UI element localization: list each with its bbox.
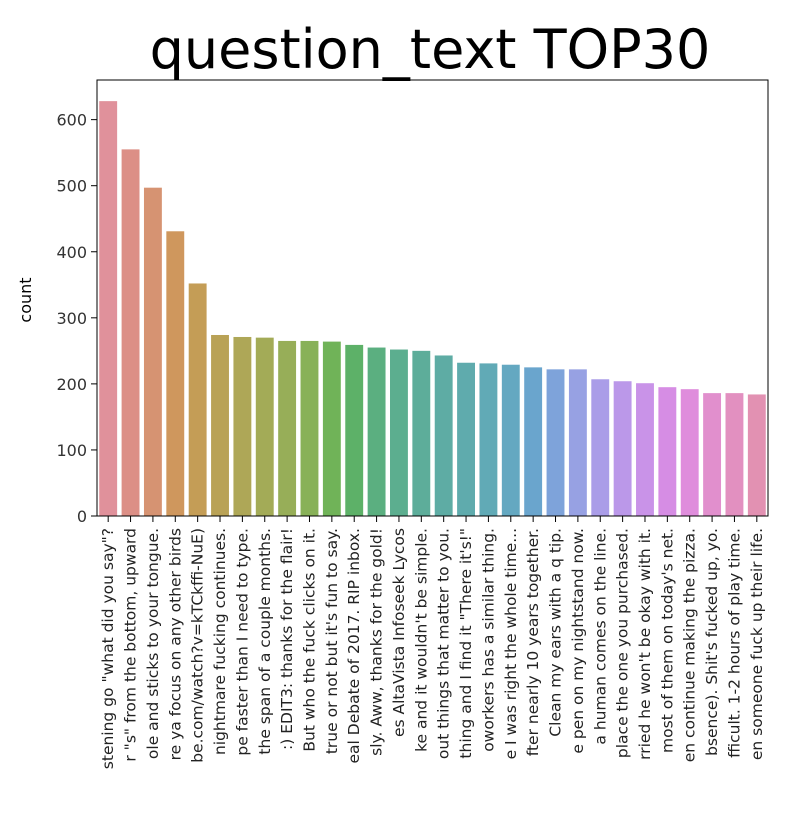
y-axis-label: count <box>16 277 35 322</box>
x-tick-label: thing and I find it "There it's!" <box>457 528 475 759</box>
x-tick-label: nightmare fucking continues. <box>211 528 229 755</box>
bar <box>166 231 185 516</box>
x-tick-label: fficult. 1-2 hours of play time. <box>725 528 743 758</box>
x-tick-label: e pen on my nightstand now. <box>569 528 587 754</box>
x-tick-label: ke and it wouldn't be simple. <box>412 528 430 752</box>
bar <box>390 349 408 516</box>
x-tick-label: sly. Aww, thanks for the gold! <box>368 528 386 756</box>
y-tick-label: 300 <box>56 309 87 328</box>
bar <box>434 355 453 516</box>
x-tick-label: es AltaVista Infoseek Lycos <box>390 528 408 737</box>
bar <box>658 387 677 516</box>
x-tick-label: eal Debate of 2017. RIP inbox. <box>345 528 363 763</box>
x-tick-label: out things that matter to you. <box>435 528 453 759</box>
bar <box>412 350 431 516</box>
x-tick-label: pe faster than I need to type. <box>233 528 251 756</box>
x-axis-ticks <box>107 516 758 522</box>
y-axis-ticks: 0 100 200 300 400 500 600 <box>56 111 97 526</box>
x-tick-label: e I was right the whole time... <box>502 528 520 759</box>
bar <box>367 347 386 516</box>
bar <box>211 334 229 516</box>
bar <box>457 362 475 516</box>
x-tick-label: place the one you purchased. <box>614 528 632 758</box>
bar <box>479 363 498 516</box>
x-tick-label: bsence). Shit's fucked up, yo. <box>703 528 721 756</box>
bar <box>121 149 140 516</box>
x-tick-label: be.com/watch?v=kTCkffi-NuE) <box>189 528 207 763</box>
bar <box>636 383 654 516</box>
bar <box>255 337 274 516</box>
bar <box>568 369 587 516</box>
bars <box>99 101 766 517</box>
bar <box>233 336 252 516</box>
bar <box>501 364 520 516</box>
bar <box>143 187 162 517</box>
x-tick-label: re ya focus on any other birds <box>166 528 184 760</box>
bar <box>300 340 319 516</box>
bar <box>725 393 744 516</box>
bar <box>747 394 766 516</box>
x-tick-label: Clean my ears with a q tip. <box>547 528 565 737</box>
bar <box>680 389 699 516</box>
plot-frame <box>96 79 769 517</box>
y-tick-label: 500 <box>56 177 87 196</box>
x-tick-label: ole and sticks to your tongue. <box>144 528 162 759</box>
bar <box>99 101 118 516</box>
y-tick-label: 200 <box>56 375 87 394</box>
y-tick-label: 400 <box>56 243 87 262</box>
bar <box>524 367 543 516</box>
x-tick-label: most of them on today's net. <box>658 528 676 753</box>
bar <box>613 381 632 516</box>
x-tick-label: r "s" from the bottom, upward <box>122 528 140 762</box>
y-tick-label: 100 <box>56 441 87 460</box>
x-axis-labels: stening go "what did you say"? r "s" from… <box>99 528 766 769</box>
x-tick-label: the span of a couple months. <box>256 528 274 755</box>
x-tick-label: true or not but it's fun to say. <box>323 528 341 754</box>
bar <box>278 340 297 516</box>
bar <box>345 344 364 516</box>
bar <box>322 341 341 516</box>
x-tick-label: :) EDIT3: thanks for the flair! <box>278 528 296 750</box>
x-tick-label: But who the fuck clicks on it. <box>300 528 318 752</box>
x-tick-label: stening go "what did you say"? <box>99 528 117 769</box>
x-tick-label: en continue making the pizza. <box>681 528 699 762</box>
bar <box>188 283 207 516</box>
bar <box>546 369 565 516</box>
x-tick-label: fter nearly 10 years together. <box>524 528 542 756</box>
y-tick-label: 600 <box>56 111 87 130</box>
y-tick-label: 0 <box>77 507 87 526</box>
x-tick-label: rried he won't be okay with it. <box>636 528 654 760</box>
bar <box>703 393 722 516</box>
chart-title: question_text TOP30 <box>150 18 711 81</box>
x-tick-label: a human comes on the line. <box>591 528 609 745</box>
x-tick-label: en someone fuck up their life. <box>748 528 766 760</box>
x-tick-label: oworkers has a similar thing. <box>479 528 497 752</box>
bar <box>591 379 610 516</box>
